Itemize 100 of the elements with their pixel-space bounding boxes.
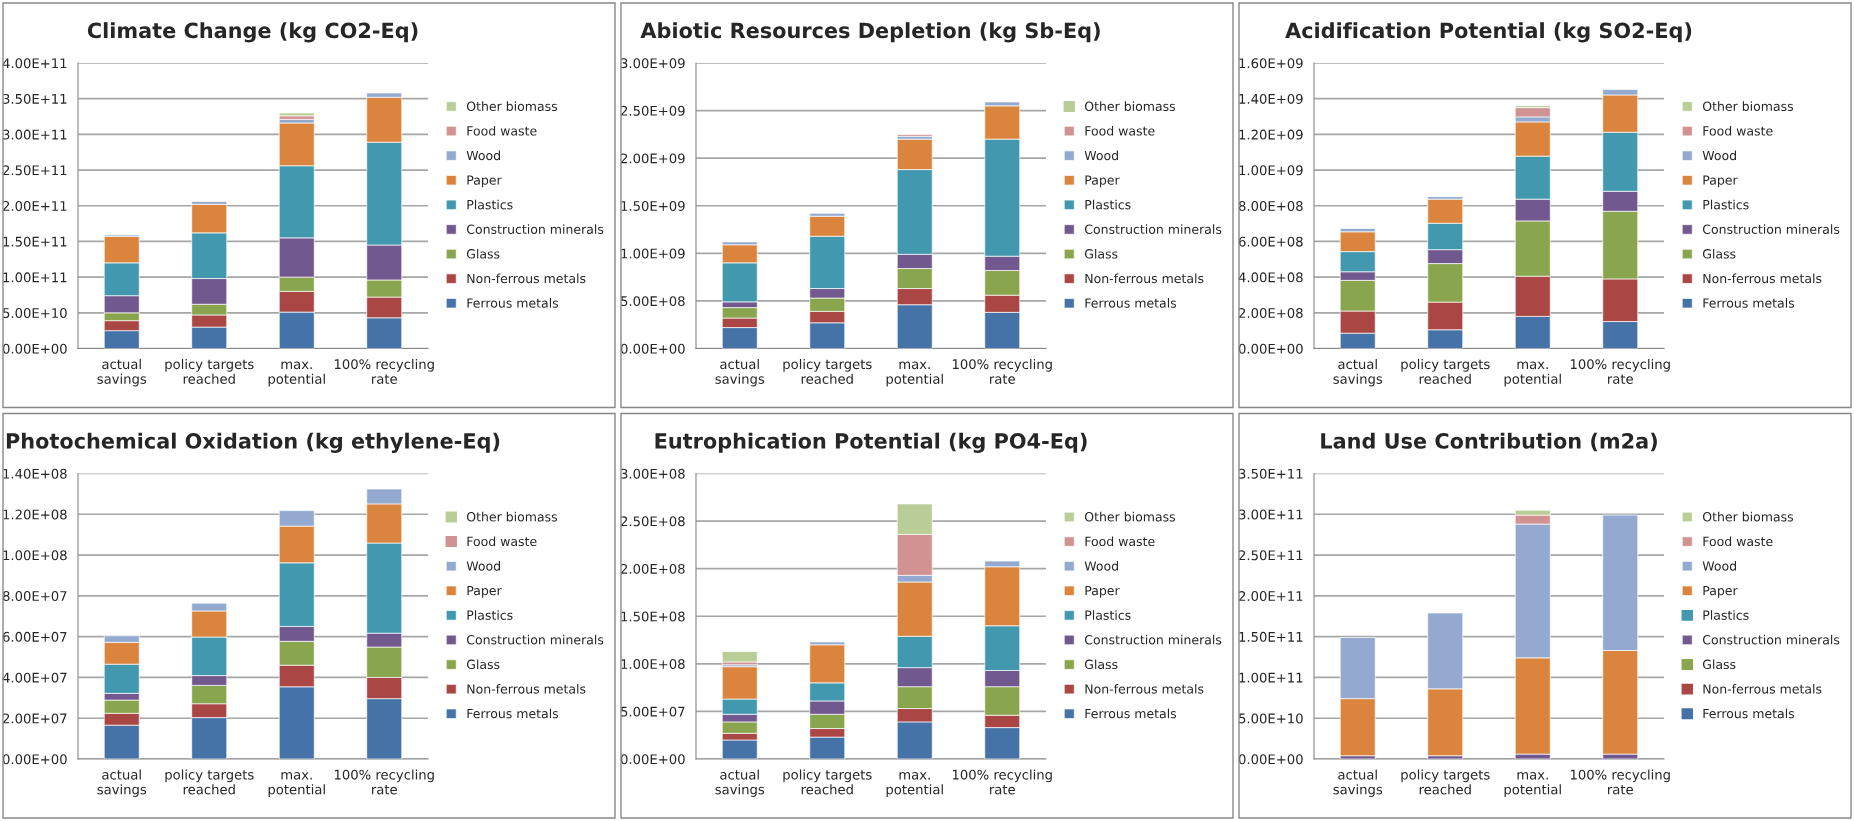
y-tick-label: 1.20E+09	[1239, 129, 1303, 140]
y-tick-label: 1.00E+11	[1239, 672, 1303, 683]
y-tick-label: 4.00E+07	[2, 672, 67, 683]
legend-label: Other biomass	[1702, 101, 1794, 111]
y-tick-label: 0.00E+00	[620, 343, 685, 354]
legend-label: Non-ferrous metals	[1085, 273, 1204, 284]
legend-label: Paper	[1085, 585, 1120, 598]
legend-label: Construction minerals	[466, 224, 604, 234]
y-tick-label: 2.00E+11	[1238, 591, 1303, 602]
legend-label: Food waste	[467, 125, 537, 136]
chart-title: Eutrophication Potential (kg PO4-Eq)	[655, 432, 1087, 453]
y-tick-label: 3.50E+11	[1239, 468, 1303, 479]
x-tick-label: 100% recycling rate	[334, 769, 434, 795]
legend-label: Plastics	[1703, 610, 1749, 620]
x-tick-label: policy targets reached	[1401, 769, 1490, 795]
x-tick-label: policy targets reached	[165, 358, 254, 384]
y-tick-label: 1.50E+11	[3, 236, 67, 247]
legend-label: Non-ferrous metals	[1085, 683, 1204, 694]
y-tick-label: 3.00E+11	[1239, 509, 1303, 520]
y-tick-label: 5.00E+10	[1239, 713, 1303, 724]
x-tick-label: policy targets reached	[783, 769, 872, 795]
legend-label: Non-ferrous metals	[467, 273, 586, 284]
y-tick-label: 0.00E+00	[620, 754, 685, 765]
x-tick-label: max. potential	[886, 361, 943, 387]
legend-label: Glass	[466, 659, 500, 670]
legend-label: Other biomass	[466, 511, 558, 522]
y-tick-label: 2.50E+11	[1238, 550, 1303, 561]
x-tick-label: max. potential	[1504, 772, 1561, 797]
y-tick-label: 2.50E+09	[620, 105, 685, 116]
y-tick-label: 1.00E+11	[3, 272, 67, 283]
legend-label: Paper	[467, 585, 502, 598]
x-tick-label: 100% recycling rate	[1570, 769, 1670, 795]
y-tick-label: 1.40E+08	[3, 468, 67, 479]
y-tick-label: 2.00E+08	[620, 563, 685, 574]
chart-title: Acidification Potential (kg SO2-Eq)	[1285, 22, 1692, 43]
y-tick-label: 1.00E+08	[621, 659, 685, 670]
x-tick-label: actual savings	[97, 769, 147, 797]
x-tick-label: actual savings	[715, 358, 765, 387]
y-tick-label: 6.00E+08	[1238, 236, 1303, 247]
legend-label: Paper	[467, 175, 502, 188]
legend-label: Other biomass	[1084, 101, 1176, 111]
x-tick-label: policy targets reached	[1401, 358, 1490, 384]
x-tick-label: actual savings	[715, 769, 765, 797]
legend-label: Glass	[466, 248, 500, 259]
legend-label: Wood	[466, 561, 500, 571]
legend-label: Other biomass	[1702, 511, 1794, 522]
y-tick-label: 0.00E+00	[2, 754, 67, 765]
x-tick-label: policy targets reached	[783, 358, 872, 384]
y-tick-label: 0.00E+00	[1238, 343, 1303, 354]
legend-label: Construction minerals	[1084, 634, 1222, 645]
chart-title: Photochemical Oxidation (kg ethylene-Eq)	[6, 432, 500, 453]
y-tick-label: 1.00E+09	[1239, 165, 1303, 176]
legend-label: Food waste	[1085, 536, 1155, 547]
y-tick-label: 1.40E+09	[1239, 93, 1303, 104]
y-tick-label: 4.00E+11	[2, 58, 67, 69]
y-tick-label: 5.00E+07	[621, 706, 685, 717]
legend-label: Ferrous metals	[467, 708, 559, 719]
y-tick-label: 8.00E+07	[2, 591, 67, 602]
x-tick-label: max. potential	[268, 361, 325, 387]
legend-label: Construction minerals	[1702, 224, 1840, 234]
x-tick-label: actual savings	[97, 358, 147, 387]
x-tick-label: 100% recycling rate	[1570, 358, 1670, 384]
legend-label: Ferrous metals	[1085, 708, 1177, 719]
legend-label: Ferrous metals	[467, 298, 559, 308]
legend-label: Wood	[1702, 561, 1736, 571]
y-tick-label: 1.50E+09	[621, 200, 685, 211]
x-tick-label: actual savings	[1333, 769, 1383, 797]
legend-label: Construction minerals	[1084, 224, 1222, 234]
x-tick-label: max. potential	[886, 772, 943, 797]
x-tick-label: policy targets reached	[165, 769, 254, 795]
legend-label: Wood	[1702, 150, 1736, 161]
y-tick-label: 5.00E+08	[621, 296, 685, 307]
y-tick-label: 1.00E+09	[621, 248, 685, 259]
legend-label: Glass	[1084, 248, 1118, 259]
y-tick-label: 1.60E+09	[1239, 58, 1303, 69]
chart-title: Land Use Contribution (m2a)	[1321, 432, 1657, 452]
legend-label: Plastics	[1703, 199, 1749, 210]
legend-label: Ferrous metals	[1703, 708, 1795, 719]
y-tick-label: 0.00E+00	[1238, 754, 1303, 765]
y-tick-label: 8.00E+08	[1238, 200, 1303, 211]
y-tick-label: 3.00E+08	[621, 468, 685, 479]
legend-label: Ferrous metals	[1703, 298, 1795, 308]
chart-title: Climate Change (kg CO2-Eq)	[87, 22, 418, 43]
legend-label: Paper	[1703, 175, 1738, 188]
y-tick-label: 2.50E+11	[2, 165, 67, 176]
legend-label: Plastics	[467, 610, 513, 620]
y-tick-label: 6.00E+07	[2, 631, 67, 642]
y-tick-label: 1.20E+08	[3, 509, 67, 520]
legend-label: Construction minerals	[1702, 634, 1840, 645]
y-tick-label: 2.00E+11	[2, 200, 67, 211]
bar	[721, 651, 758, 663]
legend-label: Other biomass	[466, 101, 558, 111]
legend-label: Construction minerals	[466, 634, 604, 645]
x-tick-label: max. potential	[1504, 361, 1561, 387]
legend-label: Plastics	[467, 199, 513, 210]
legend-label: Food waste	[1703, 536, 1773, 547]
y-tick-label: 0.00E+00	[2, 343, 67, 354]
legend-label: Food waste	[467, 536, 537, 547]
legend-label: Other biomass	[1084, 511, 1176, 522]
x-tick-label: actual savings	[1333, 358, 1383, 387]
